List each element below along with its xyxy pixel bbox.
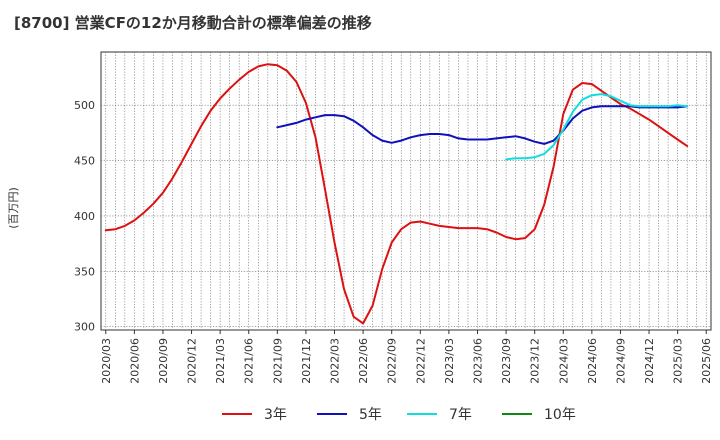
x-tick-label: 2025/03 — [672, 338, 685, 384]
x-tick-label: 2025/06 — [700, 338, 713, 384]
plot-area — [100, 51, 712, 331]
legend: 3年 5年 7年 10年 — [222, 407, 576, 423]
x-tick-label: 2022/06 — [357, 338, 370, 384]
x-tick-label: 2020/12 — [186, 338, 199, 384]
x-tick-label: 2024/09 — [614, 338, 627, 384]
x-tick-label: 2023/03 — [443, 338, 456, 384]
y-tick-label: 500 — [74, 99, 95, 112]
x-tick-label: 2021/09 — [271, 338, 284, 384]
x-tick-labels: 2020/03 2020/06 2020/09 2020/12 2021/03 2021/… — [100, 330, 713, 384]
series-line-7年 — [505, 93, 689, 161]
chart-title: [8700] 営業CFの12か月移動合計の標準偏差の推移 — [14, 14, 372, 32]
x-tick-label: 2020/03 — [100, 338, 113, 384]
series-line-5年 — [276, 105, 689, 145]
y-tick-label: 450 — [74, 155, 95, 168]
y-tick-labels: 300 350 400 450 500 — [74, 99, 95, 334]
legend-label: 5年 — [359, 407, 382, 423]
legend-label: 10年 — [544, 407, 576, 423]
x-tick-label: 2021/12 — [300, 338, 313, 384]
x-tick-label: 2021/06 — [243, 338, 256, 384]
x-tick-label: 2020/09 — [157, 338, 170, 384]
x-tick-label: 2024/06 — [586, 338, 599, 384]
x-tick-label: 2022/12 — [414, 338, 427, 384]
series-lines — [104, 63, 689, 325]
x-tick-label: 2022/03 — [329, 338, 342, 384]
x-tick-label: 2023/06 — [471, 338, 484, 384]
x-tick-label: 2023/09 — [500, 338, 513, 384]
x-tick-label: 2024/03 — [557, 338, 570, 384]
x-tick-label: 2024/12 — [643, 338, 656, 384]
x-tick-label: 2023/12 — [529, 338, 542, 384]
y-tick-label: 400 — [74, 210, 95, 223]
series-line-3年 — [104, 63, 689, 325]
legend-label: 3年 — [264, 407, 287, 423]
x-tick-label: 2021/03 — [214, 338, 227, 384]
grid-lines — [101, 52, 711, 330]
x-tick-label: 2022/09 — [386, 338, 399, 384]
y-tick-label: 350 — [74, 265, 95, 278]
legend-label: 7年 — [449, 407, 472, 423]
y-tick-label: 300 — [74, 321, 95, 334]
x-tick-label: 2020/06 — [128, 338, 141, 384]
y-axis-label: (百万円) — [7, 187, 20, 229]
